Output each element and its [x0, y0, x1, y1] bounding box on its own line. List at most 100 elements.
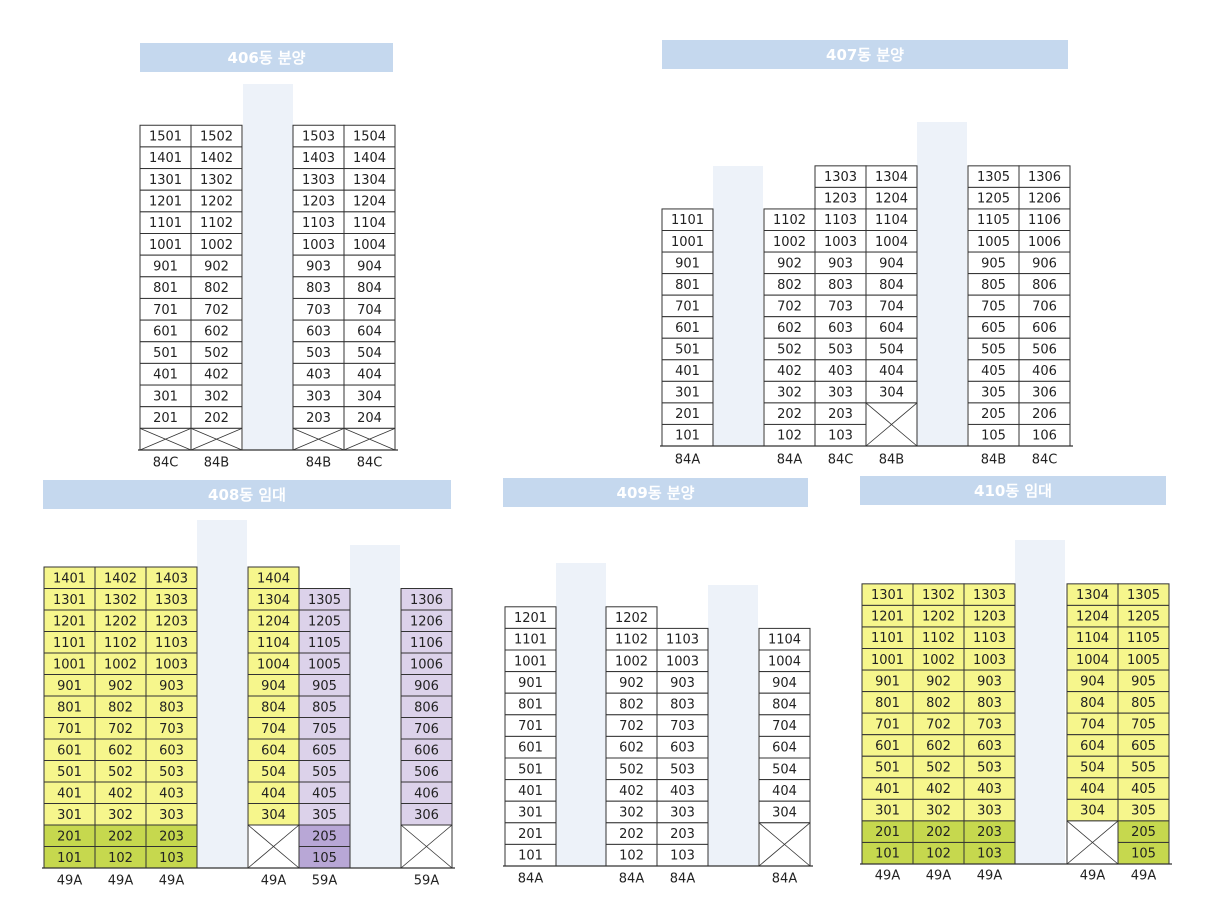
unit-number: 805 [981, 278, 1006, 293]
title-box [860, 476, 1166, 505]
unit-number: 1205 [1127, 610, 1160, 625]
unit-number: 905 [312, 679, 337, 694]
unit-number: 1503 [302, 130, 335, 145]
title-box [503, 478, 808, 507]
unit-number: 103 [159, 851, 184, 866]
unit-number: 404 [1080, 782, 1105, 797]
unit-number: 801 [875, 696, 900, 711]
unit-number: 203 [828, 407, 853, 422]
building-title: 409동 분양 [617, 484, 695, 502]
unit-number: 306 [1032, 386, 1057, 401]
unit-number: 901 [675, 256, 700, 271]
unit-number: 902 [926, 674, 951, 689]
unit-type: 84A [777, 453, 803, 468]
unit-type: 59A [312, 874, 338, 889]
unit-number: 1301 [53, 593, 86, 608]
unit-number: 1303 [824, 170, 857, 185]
unit-number: 905 [1131, 674, 1156, 689]
unit-type: 84C [153, 456, 179, 471]
unit-number: 203 [306, 411, 331, 426]
unit-number: 302 [619, 806, 644, 821]
unit-number: 303 [306, 389, 331, 404]
unit-number: 1105 [977, 213, 1010, 228]
unit-number: 1102 [104, 636, 137, 651]
unit-number: 1305 [977, 170, 1010, 185]
empty-cross [758, 822, 811, 867]
unit-number: 801 [675, 278, 700, 293]
unit-number: 1002 [773, 235, 806, 250]
unit-number: 101 [675, 429, 700, 444]
unit-number: 1201 [514, 611, 547, 626]
unit-number: 1004 [257, 657, 290, 672]
unit-number: 501 [518, 762, 543, 777]
unit-number: 1006 [1028, 235, 1061, 250]
unit-number: 503 [306, 346, 331, 361]
unit-number: 303 [159, 808, 184, 823]
unit-number: 604 [261, 743, 286, 758]
unit-number: 706 [1032, 299, 1057, 314]
unit-number: 804 [261, 700, 286, 715]
unit-number: 803 [670, 698, 695, 713]
unit-number: 504 [357, 346, 382, 361]
unit-number: 401 [675, 364, 700, 379]
unit-number: 606 [1032, 321, 1057, 336]
unit-number: 105 [1131, 847, 1156, 862]
unit-number: 602 [204, 324, 229, 339]
unit-number: 603 [306, 324, 331, 339]
unit-type: 49A [159, 874, 185, 889]
unit-number: 102 [777, 429, 802, 444]
unit-type: 49A [108, 874, 134, 889]
unit-number: 802 [108, 700, 133, 715]
unit-number: 302 [777, 386, 802, 401]
unit-number: 504 [772, 762, 797, 777]
unit-number: 1102 [615, 633, 648, 648]
unit-type: 49A [261, 874, 287, 889]
unit-number: 501 [153, 346, 178, 361]
unit-number: 1103 [302, 216, 335, 231]
unit-number: 1104 [768, 633, 801, 648]
unit-number: 601 [518, 741, 543, 756]
unit-number: 901 [875, 674, 900, 689]
core-shaft [708, 585, 758, 866]
unit-number: 1204 [257, 614, 290, 629]
unit-number: 901 [153, 259, 178, 274]
unit-number: 1105 [308, 636, 341, 651]
building-title: 407동 분양 [826, 46, 904, 64]
unit-number: 1402 [104, 571, 137, 586]
unit-number: 1203 [973, 610, 1006, 625]
unit-number: 101 [57, 851, 82, 866]
building-title: 410동 임대 [974, 482, 1052, 500]
unit-number: 905 [981, 256, 1006, 271]
unit-number: 1303 [155, 593, 188, 608]
unit-number: 301 [57, 808, 82, 823]
unit-number: 1301 [871, 588, 904, 603]
empty-cross [139, 427, 192, 451]
unit-number: 1302 [200, 173, 233, 188]
unit-number: 1102 [922, 631, 955, 646]
unit-number: 201 [875, 825, 900, 840]
unit-number: 702 [619, 719, 644, 734]
unit-number: 804 [357, 281, 382, 296]
unit-number: 801 [153, 281, 178, 296]
unit-number: 1104 [1076, 631, 1109, 646]
unit-number: 601 [153, 324, 178, 339]
unit-number: 902 [777, 256, 802, 271]
unit-number: 605 [312, 743, 337, 758]
unit-number: 606 [414, 743, 439, 758]
unit-number: 1201 [871, 610, 904, 625]
unit-number: 1202 [615, 611, 648, 626]
unit-number: 106 [1032, 429, 1057, 444]
unit-number: 1001 [53, 657, 86, 672]
title-box [140, 43, 393, 72]
unit-number: 204 [357, 411, 382, 426]
unit-number: 703 [159, 722, 184, 737]
unit-number: 1003 [824, 235, 857, 250]
unit-number: 1203 [824, 192, 857, 207]
unit-number: 505 [1131, 761, 1156, 776]
unit-number: 601 [675, 321, 700, 336]
unit-number: 1101 [671, 213, 704, 228]
unit-number: 403 [159, 786, 184, 801]
unit-number: 1001 [871, 653, 904, 668]
unit-number: 1001 [149, 238, 182, 253]
